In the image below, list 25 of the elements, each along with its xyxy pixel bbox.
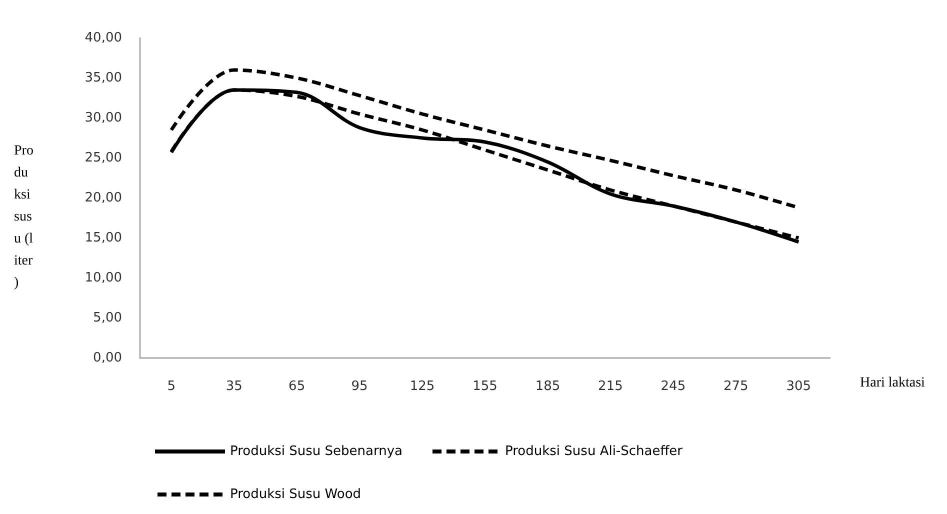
y-tick-label: 25,00 [84,150,122,166]
y-tick-label: 20,00 [84,190,122,206]
x-tick-label: 95 [351,379,368,394]
y-tick-label: 35,00 [84,70,122,86]
x-tick-label: 125 [410,379,435,394]
x-tick-label: 215 [598,379,623,394]
x-tick-label: 5 [167,379,176,394]
x-tick-label: 35 [226,379,242,394]
y-tick-label: 5,00 [93,310,122,326]
x-tick-label: 245 [660,379,686,394]
x-axis-title: Hari laktasi [860,376,926,390]
y-tick-label: 40,00 [84,30,122,46]
y-axis-title: Produksi susu (liter) [14,144,34,290]
legend-label: Produksi Susu Sebenarnya [230,444,403,459]
x-tick-label: 275 [723,379,748,394]
legend-label: Produksi Susu Ali-Schaeffer [505,444,684,459]
legend-label: Produksi Susu Wood [230,487,362,502]
x-tick-label: 155 [472,379,498,394]
x-tick-label: 305 [786,379,812,394]
y-tick-label: 30,00 [84,110,122,126]
x-tick-label: 65 [288,379,306,394]
y-tick-label: 10,00 [84,270,122,286]
x-tick-label: 185 [535,379,560,394]
y-tick-label: 0,00 [93,350,122,366]
y-tick-label: 15,00 [84,230,122,246]
